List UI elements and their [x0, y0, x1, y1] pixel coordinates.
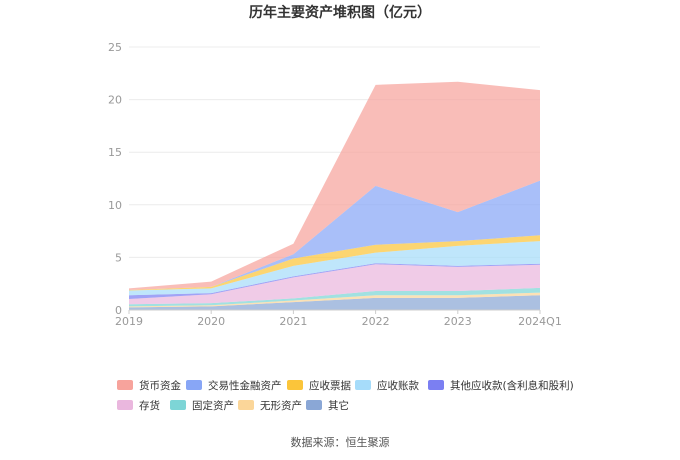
- area-series-5[interactable]: [129, 264, 540, 305]
- legend-label: 固定资产: [192, 399, 234, 412]
- legend: 货币资金 交易性金融资产 应收票据 应收账款 其他应收款(含利息和股利) 存货 …: [117, 379, 574, 412]
- y-tick-label: 10: [108, 199, 122, 212]
- legend-label: 无形资产: [260, 399, 302, 412]
- x-tick-label: 2023: [444, 315, 472, 328]
- legend-swatch: [238, 400, 254, 410]
- x-axis-ticks: 2019 2020 2021 2022 2023 2024Q1: [115, 310, 562, 328]
- legend-label: 交易性金融资产: [208, 379, 282, 392]
- legend-item-notes-receivable[interactable]: 应收票据: [287, 379, 351, 392]
- x-tick-label: 2020: [197, 315, 225, 328]
- area-series-7[interactable]: [129, 292, 540, 308]
- legend-swatch: [117, 380, 133, 390]
- legend-item-trading-financial-assets[interactable]: 交易性金融资产: [186, 379, 282, 392]
- area-series-2[interactable]: [129, 235, 540, 291]
- area-series-3[interactable]: [129, 241, 540, 296]
- legend-swatch: [287, 380, 303, 390]
- plot-areas: [129, 81, 540, 310]
- legend-swatch: [170, 400, 186, 410]
- legend-swatch: [117, 400, 133, 410]
- area-series-4[interactable]: [129, 263, 540, 299]
- chart-title: 历年主要资产堆积图（亿元）: [249, 4, 431, 21]
- y-tick-label: 15: [108, 146, 122, 159]
- legend-item-cash[interactable]: 货币资金: [117, 379, 181, 392]
- legend-swatch: [306, 400, 322, 410]
- y-tick-label: 20: [108, 94, 122, 107]
- legend-item-intangible-assets[interactable]: 无形资产: [238, 399, 302, 412]
- area-series-8[interactable]: [129, 295, 540, 310]
- legend-label: 存货: [139, 399, 160, 412]
- legend-item-accounts-receivable[interactable]: 应收账款: [355, 379, 419, 392]
- legend-label: 货币资金: [139, 379, 181, 392]
- legend-label: 其它: [328, 399, 349, 412]
- legend-label: 应收票据: [309, 379, 351, 392]
- legend-item-other[interactable]: 其它: [306, 399, 349, 412]
- legend-label: 其他应收款(含利息和股利): [450, 379, 574, 392]
- y-tick-label: 5: [115, 251, 122, 264]
- legend-swatch: [428, 380, 444, 390]
- legend-item-inventory[interactable]: 存货: [117, 399, 160, 412]
- area-series-6[interactable]: [129, 287, 540, 307]
- y-axis-ticks: 0 5 10 15 20 25: [108, 41, 122, 317]
- x-tick-label: 2022: [362, 315, 390, 328]
- y-tick-label: 0: [115, 304, 122, 317]
- legend-item-other-receivables[interactable]: 其他应收款(含利息和股利): [428, 379, 574, 392]
- legend-item-fixed-assets[interactable]: 固定资产: [170, 399, 234, 412]
- area-series-0[interactable]: [129, 81, 540, 291]
- x-tick-label: 2019: [115, 315, 143, 328]
- y-tick-label: 25: [108, 41, 122, 54]
- data-source-note: 数据来源：恒生聚源: [291, 435, 390, 449]
- legend-swatch: [355, 380, 371, 390]
- legend-label: 应收账款: [377, 379, 419, 392]
- legend-swatch: [186, 380, 202, 390]
- x-tick-label: 2021: [279, 315, 307, 328]
- area-series-1[interactable]: [129, 180, 540, 291]
- x-tick-label: 2024Q1: [518, 315, 562, 328]
